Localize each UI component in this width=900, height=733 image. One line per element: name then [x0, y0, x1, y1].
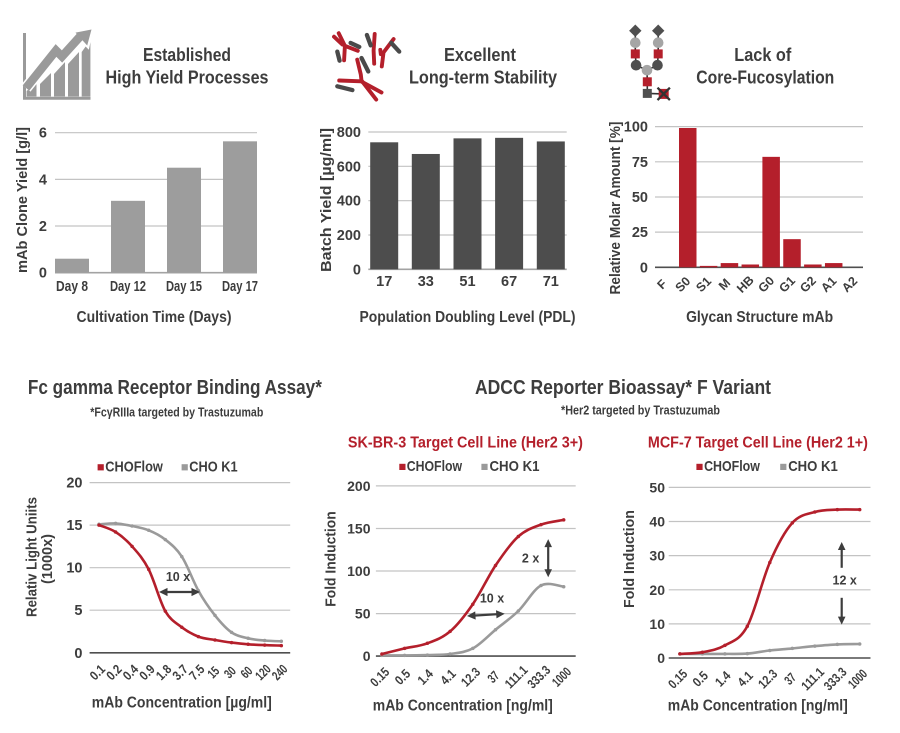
svg-text:Cultivation Time (Days): Cultivation Time (Days) [77, 309, 232, 326]
svg-text:(1000x): (1000x) [40, 534, 56, 584]
svg-text:Day 17: Day 17 [222, 279, 258, 295]
svg-text:CHO K1: CHO K1 [189, 459, 237, 476]
svg-text:Fold Induction: Fold Induction [322, 511, 339, 606]
svg-text:6: 6 [39, 126, 47, 142]
svg-text:Long-term Stability: Long-term Stability [409, 68, 557, 88]
svg-text:4: 4 [39, 172, 47, 188]
svg-text:Lack of: Lack of [734, 45, 792, 65]
svg-text:25: 25 [632, 225, 648, 241]
svg-text:20: 20 [66, 476, 82, 492]
svg-text:2 x: 2 x [522, 552, 539, 566]
svg-text:CHOFlow: CHOFlow [105, 459, 163, 476]
svg-text:17: 17 [376, 274, 392, 290]
svg-text:75: 75 [632, 155, 648, 171]
svg-text:2: 2 [39, 219, 47, 235]
svg-text:600: 600 [337, 159, 361, 175]
svg-text:High Yield Processes: High Yield Processes [106, 68, 269, 88]
svg-text:0: 0 [353, 262, 361, 278]
svg-text:Batch Yield [µg/ml]: Batch Yield [µg/ml] [319, 128, 335, 272]
svg-text:150: 150 [347, 521, 371, 537]
svg-text:40: 40 [649, 514, 665, 530]
svg-text:800: 800 [337, 125, 361, 141]
svg-text:0: 0 [657, 650, 665, 666]
svg-text:mAb Concentration [µg/ml]: mAb Concentration [µg/ml] [92, 695, 272, 712]
svg-text:mAb Clone Yield [g/l]: mAb Clone Yield [g/l] [15, 127, 31, 273]
svg-text:5: 5 [74, 603, 82, 619]
svg-text:CHO K1: CHO K1 [788, 458, 838, 475]
svg-text:10 x: 10 x [480, 592, 504, 606]
svg-text:Relativ Light Uniits: Relativ Light Uniits [25, 497, 41, 617]
svg-text:15: 15 [66, 518, 82, 534]
svg-text:0: 0 [363, 648, 371, 664]
svg-text:Established: Established [143, 45, 231, 65]
svg-text:12 x: 12 x [833, 574, 857, 588]
svg-text:mAb Concentration [ng/ml]: mAb Concentration [ng/ml] [373, 698, 553, 715]
svg-text:50: 50 [649, 479, 665, 495]
svg-text:Day 15: Day 15 [166, 279, 202, 295]
svg-text:*FcγRIIIa targeted by Trastuzu: *FcγRIIIa targeted by Trastuzumab [90, 406, 263, 420]
svg-text:CHOFlow: CHOFlow [407, 458, 463, 475]
svg-text:CHOFlow: CHOFlow [704, 458, 760, 475]
svg-text:30: 30 [649, 548, 665, 564]
svg-text:0: 0 [39, 266, 47, 282]
svg-text:200: 200 [337, 228, 361, 244]
svg-text:SK-BR-3 Target Cell Line (Her2: SK-BR-3 Target Cell Line (Her2 3+) [348, 435, 583, 452]
svg-text:Relative Molar Amount [%]: Relative Molar Amount [%] [608, 121, 624, 294]
svg-text:Day 8: Day 8 [56, 279, 88, 295]
svg-text:Day 12: Day 12 [110, 279, 146, 295]
svg-text:Fc gamma Receptor Binding Assa: Fc gamma Receptor Binding Assay* [28, 377, 322, 399]
svg-text:MCF-7 Target Cell Line (Her2 1: MCF-7 Target Cell Line (Her2 1+) [648, 435, 868, 452]
svg-text:Glycan Structure mAb: Glycan Structure mAb [686, 309, 833, 326]
svg-text:100: 100 [347, 563, 371, 579]
svg-text:Population Doubling Level (PDL: Population Doubling Level (PDL) [360, 309, 576, 326]
svg-text:ADCC Reporter Bioassay* F Vari: ADCC Reporter Bioassay* F Variant [475, 377, 771, 399]
svg-text:10: 10 [66, 561, 82, 577]
svg-text:400: 400 [337, 194, 361, 210]
svg-text:50: 50 [632, 190, 648, 206]
svg-text:10: 10 [649, 616, 665, 632]
svg-text:20: 20 [649, 582, 665, 598]
svg-text:Excellent: Excellent [444, 45, 516, 65]
svg-text:0: 0 [74, 646, 82, 662]
svg-text:33: 33 [418, 274, 434, 290]
svg-text:100: 100 [624, 120, 648, 136]
svg-text:71: 71 [543, 274, 559, 290]
svg-text:0: 0 [640, 260, 648, 276]
svg-text:*Her2 targeted by Trastuzumab: *Her2 targeted by Trastuzumab [561, 404, 720, 418]
svg-text:mAb Concentration [ng/ml]: mAb Concentration [ng/ml] [668, 698, 848, 715]
svg-text:10 x: 10 x [166, 570, 190, 584]
svg-text:Core-Fucosylation: Core-Fucosylation [696, 68, 834, 88]
svg-text:67: 67 [501, 274, 517, 290]
svg-text:51: 51 [459, 274, 475, 290]
svg-text:50: 50 [355, 606, 371, 622]
svg-text:200: 200 [347, 478, 371, 494]
svg-text:Fold Induction: Fold Induction [621, 510, 638, 608]
svg-text:CHO K1: CHO K1 [490, 458, 540, 475]
